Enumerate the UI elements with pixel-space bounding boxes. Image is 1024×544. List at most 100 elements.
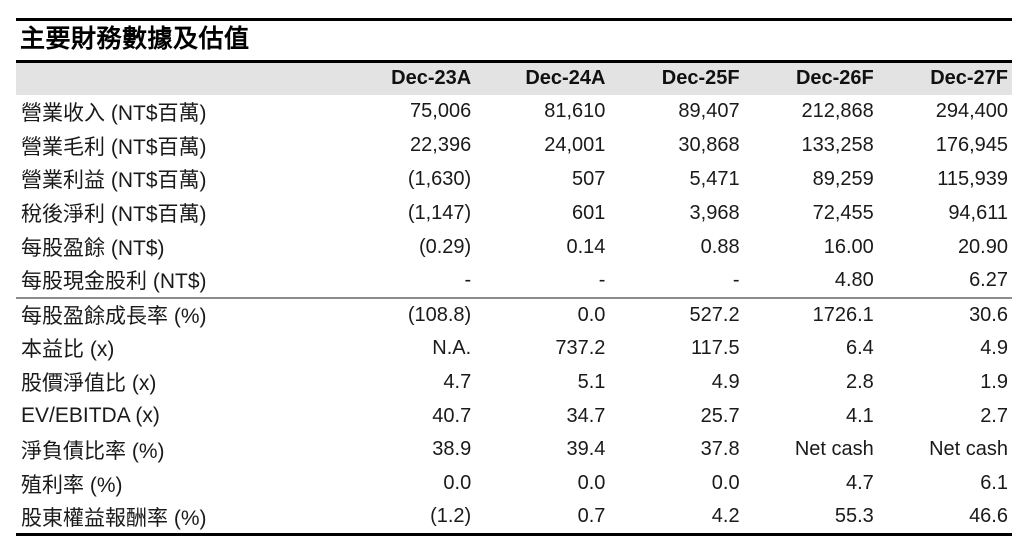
cell: - (609, 263, 744, 299)
cell: 4.80 (743, 263, 878, 299)
row-label: 每股現金股利 (NT$) (16, 263, 342, 299)
row-label: 淨負債比率 (%) (21, 439, 165, 463)
cell: 0.0 (577, 303, 606, 326)
cell: 40.7 (432, 404, 472, 427)
header-dec-25f: Dec-25F (609, 61, 744, 95)
cell: (108.8) (407, 303, 472, 326)
table-row-gross-profit: 營業毛利 (NT$百萬) 22,396 24,001 30,868 133,25… (16, 129, 1012, 163)
cell: 176,945 (935, 134, 1008, 157)
row-label: 股價淨值比 (x) (21, 372, 157, 396)
cell: Net cash (794, 438, 874, 461)
cell: 4.2 (711, 505, 740, 528)
cell: 75,006 (410, 100, 472, 123)
header-dec-23a: Dec-23A (341, 61, 476, 95)
header-dec-26f: Dec-26F (743, 61, 878, 95)
cell: 4.1 (845, 404, 874, 427)
cell: 25.7 (700, 404, 740, 427)
row-label: EV/EBITDA (x) (21, 404, 160, 428)
cell: 81,610 (544, 100, 606, 123)
table-row-pe: 本益比 (x) N.A. 737.2 117.5 6.4 4.9 (16, 332, 1012, 366)
cell: 0.0 (443, 472, 472, 495)
cell: 6.4 (845, 336, 874, 359)
cell: 55.3 (834, 505, 874, 528)
cell: 6.1 (980, 472, 1008, 495)
table-row-revenue: 營業收入 (NT$百萬) 75,006 81,610 89,407 212,86… (16, 95, 1012, 129)
cell: 89,407 (678, 100, 740, 123)
cell: 0.0 (577, 472, 606, 495)
cell: 4.7 (443, 370, 472, 393)
table-row-roe: 股東權益報酬率 (%) (1.2) 0.7 4.2 55.3 46.6 (16, 501, 1012, 535)
cell: 507 (572, 167, 606, 190)
cell: 46.6 (969, 505, 1008, 528)
cell: 72,455 (812, 201, 874, 224)
row-label: 稅後淨利 (NT$百萬) (21, 203, 207, 227)
table-row-net-debt-ratio: 淨負債比率 (%) 38.9 39.4 37.8 Net cash Net ca… (16, 433, 1012, 467)
top-rule (16, 18, 1012, 21)
cell: 115,939 (937, 167, 1008, 190)
cell: 22,396 (410, 134, 472, 157)
row-label: 股東權益報酬率 (%) (21, 506, 207, 530)
cell: 601 (572, 201, 606, 224)
cell: 527.2 (689, 303, 740, 326)
cell: 737.2 (555, 336, 606, 359)
cell: Net cash (929, 438, 1008, 461)
cell: N.A. (432, 336, 472, 359)
cell: (1,147) (407, 201, 472, 224)
row-label: 殖利率 (%) (21, 473, 123, 497)
cell: 5.1 (577, 370, 606, 393)
table-row-net-income: 稅後淨利 (NT$百萬) (1,147) 601 3,968 72,455 94… (16, 196, 1012, 230)
table-row-dividend-yield: 殖利率 (%) 0.0 0.0 0.0 4.7 6.1 (16, 467, 1012, 501)
row-label: 每股盈餘 (NT$) (21, 237, 165, 261)
cell: 2.7 (980, 404, 1008, 427)
cell: 20.90 (957, 235, 1008, 258)
cell: 4.9 (980, 336, 1008, 359)
cell: 30,868 (678, 134, 740, 157)
cell: 89,259 (812, 167, 874, 190)
cell: 34.7 (566, 404, 606, 427)
cell: 30.6 (969, 303, 1008, 326)
financial-table: Dec-23A Dec-24A Dec-25F Dec-26F Dec-27F … (16, 59, 1012, 536)
page-title: 主要財務數據及估值 (20, 25, 250, 53)
cell: - (341, 263, 476, 299)
cell: 3,968 (689, 201, 740, 224)
cell: 2.8 (845, 370, 874, 393)
table-row-eps-growth: 每股盈餘成長率 (%) (108.8) 0.0 527.2 1726.1 30.… (16, 298, 1012, 332)
header-dec-27f: Dec-27F (877, 61, 1012, 95)
table-row-ev-ebitda: EV/EBITDA (x) 40.7 34.7 25.7 4.1 2.7 (16, 399, 1012, 433)
header-label-cell (16, 61, 342, 95)
cell: (1,630) (407, 167, 472, 190)
cell: 117.5 (691, 336, 740, 359)
cell: 24,001 (544, 134, 606, 157)
cell: 4.9 (711, 370, 740, 393)
cell: 0.7 (577, 505, 606, 528)
row-label: 營業利益 (NT$百萬) (21, 169, 207, 193)
cell: 133,258 (801, 134, 874, 157)
table-row-pb: 股價淨值比 (x) 4.7 5.1 4.9 2.8 1.9 (16, 365, 1012, 399)
cell: (1.2) (430, 505, 472, 528)
cell: 294,400 (935, 100, 1008, 123)
cell: 39.4 (566, 438, 606, 461)
row-label: 本益比 (x) (21, 338, 115, 362)
header-dec-24a: Dec-24A (475, 61, 610, 95)
row-label: 每股盈餘成長率 (%) (21, 305, 207, 329)
cell: 5,471 (689, 167, 740, 190)
cell: 6.27 (877, 263, 1012, 299)
cell: 38.9 (432, 438, 472, 461)
cell: 1726.1 (812, 303, 874, 326)
cell: (0.29) (418, 235, 472, 258)
table-row-dps: 每股現金股利 (NT$) - - - 4.80 6.27 (16, 263, 1012, 299)
cell: 1.9 (980, 370, 1008, 393)
cell: 4.7 (845, 472, 874, 495)
cell: 16.00 (823, 235, 874, 258)
table-row-eps: 每股盈餘 (NT$) (0.29) 0.14 0.88 16.00 20.90 (16, 230, 1012, 264)
table-row-operating-profit: 營業利益 (NT$百萬) (1,630) 507 5,471 89,259 11… (16, 163, 1012, 197)
row-label: 營業收入 (NT$百萬) (21, 101, 207, 125)
cell: 0.0 (711, 472, 740, 495)
cell: 0.88 (700, 235, 740, 258)
cell: 212,868 (801, 100, 874, 123)
table-header-row: Dec-23A Dec-24A Dec-25F Dec-26F Dec-27F (16, 61, 1012, 95)
cell: 0.14 (566, 235, 606, 258)
cell: 37.8 (700, 438, 740, 461)
row-label: 營業毛利 (NT$百萬) (21, 135, 207, 159)
